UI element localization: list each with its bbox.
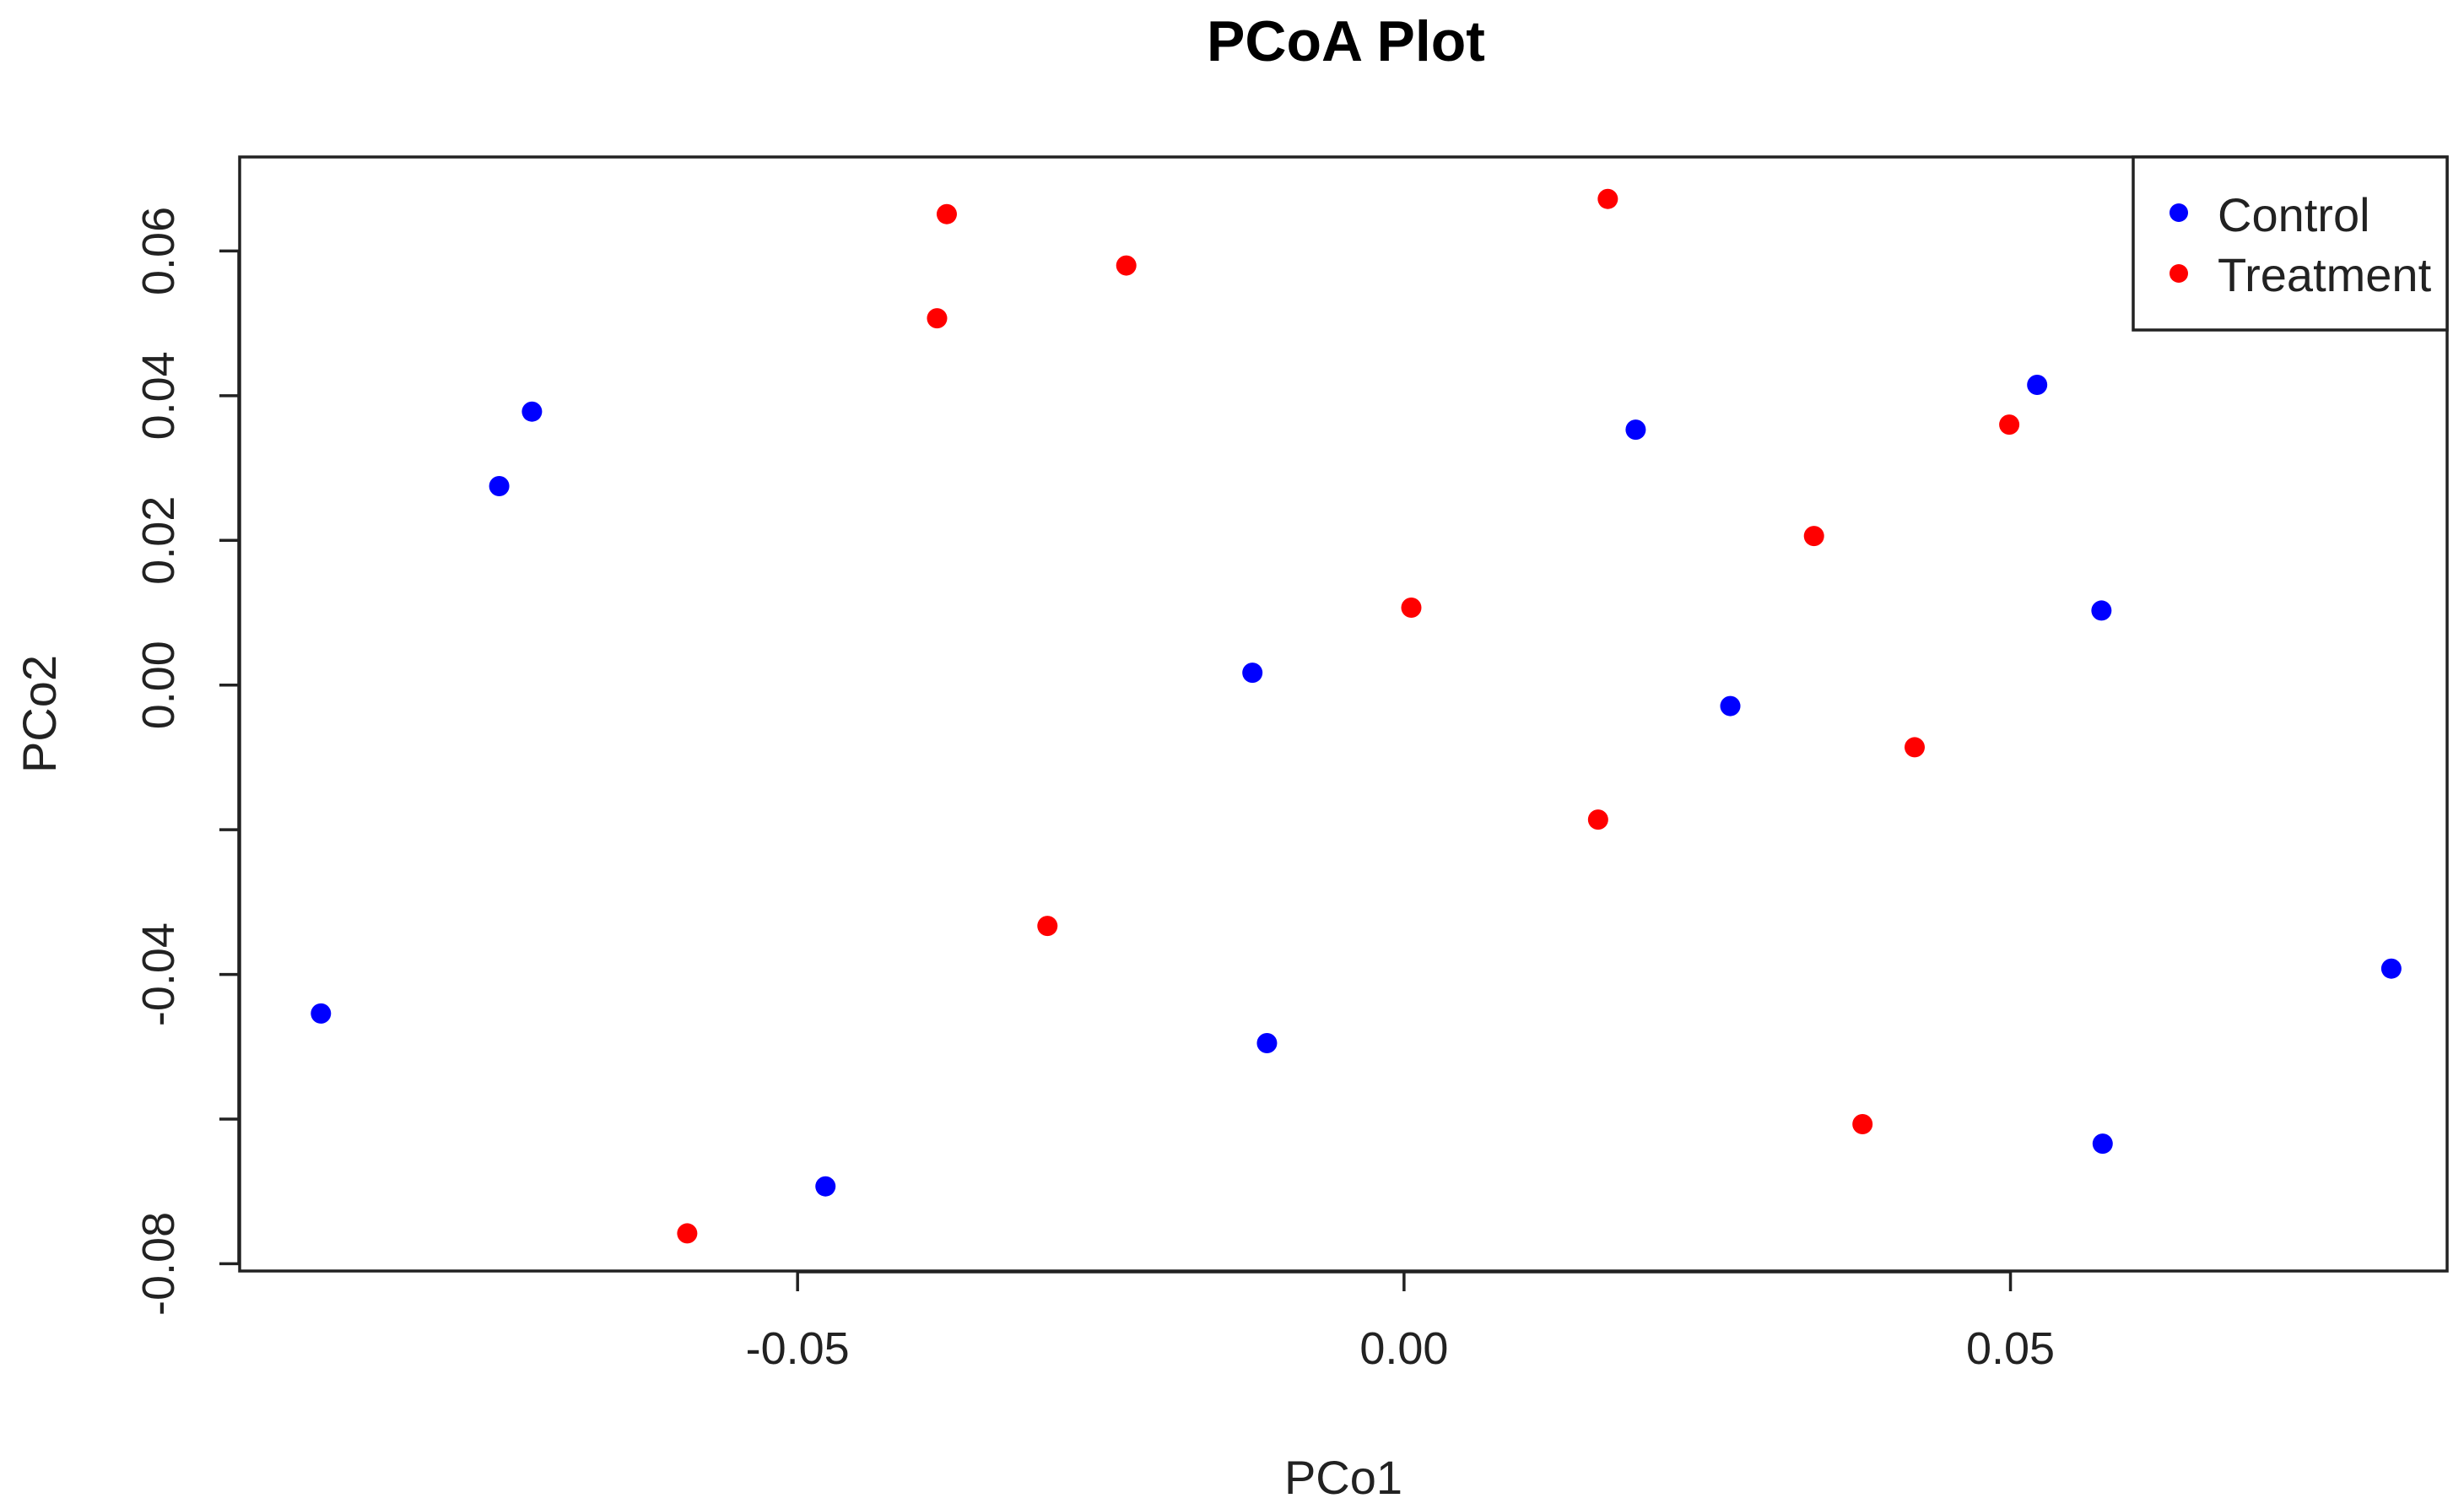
legend-marker-treatment [2170, 264, 2188, 283]
x-tick-label: 0.00 [1359, 1323, 1448, 1374]
data-point-control [2091, 600, 2112, 621]
x-tick-label: -0.05 [746, 1323, 850, 1374]
data-point-control [1256, 1033, 1278, 1053]
x-axis-label: PCo1 [1284, 1451, 1402, 1504]
data-point-treatment [936, 203, 957, 224]
legend-box [2132, 155, 2449, 332]
data-point-treatment [1803, 526, 1824, 547]
data-point-treatment [1852, 1114, 1873, 1134]
y-axis: -0.08 -0.04 0.00 0.02 0.04 0.06 [133, 207, 240, 1316]
legend-label-control: Control [2218, 188, 2370, 241]
legend-marker-control [2170, 203, 2188, 222]
data-point-control [2027, 375, 2048, 395]
y-tick-label: 0.04 [133, 351, 184, 440]
data-point-control [2092, 1133, 2113, 1155]
data-point-treatment [1999, 414, 2020, 435]
data-point-control [521, 401, 543, 422]
y-axis-label: PCo2 [13, 655, 66, 773]
data-point-control [311, 1003, 332, 1024]
data-point-control [489, 476, 510, 496]
data-point-treatment [1116, 255, 1137, 276]
y-tick-label: -0.04 [133, 922, 184, 1026]
data-point-treatment [1597, 188, 1618, 209]
data-point-treatment [1037, 916, 1058, 937]
x-axis: -0.05 0.00 0.05 [746, 1270, 2055, 1374]
y-tick-label: -0.08 [133, 1212, 184, 1316]
legend-label-treatment: Treatment [2218, 248, 2432, 301]
plot-frame [238, 155, 2449, 1273]
y-tick-label: 0.00 [133, 641, 184, 729]
data-point-treatment [1587, 809, 1608, 830]
y-tick-label: 0.06 [133, 207, 184, 295]
data-point-control [815, 1176, 836, 1197]
data-point-treatment [1904, 737, 1925, 758]
data-point-control [1625, 419, 1646, 441]
data-points [311, 188, 2402, 1244]
legend: Control Treatment [2132, 155, 2449, 332]
x-tick-label: 0.05 [1966, 1323, 2055, 1374]
data-point-control [1242, 663, 1263, 684]
data-point-treatment [927, 308, 948, 329]
data-point-control [1720, 695, 1741, 717]
chart-title: PCoA Plot [1207, 9, 1485, 73]
data-point-control [2380, 958, 2402, 979]
data-point-treatment [1401, 598, 1422, 618]
y-tick-label: 0.02 [133, 496, 184, 585]
data-point-treatment [677, 1223, 698, 1244]
